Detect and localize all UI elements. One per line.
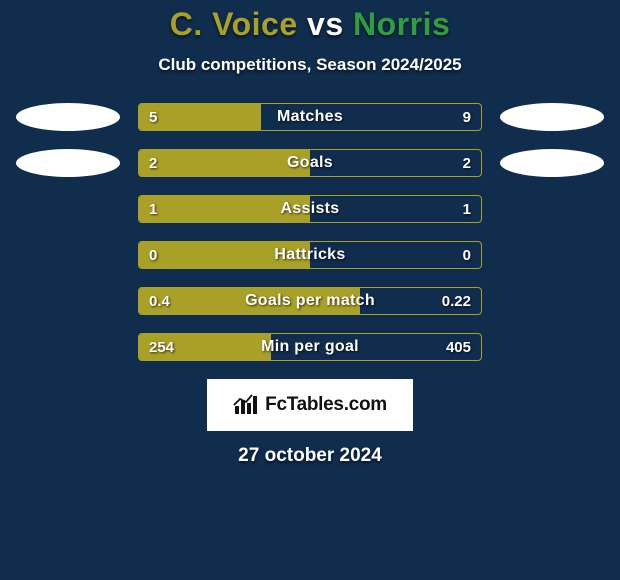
page-title: C. Voice vs Norris xyxy=(0,6,620,43)
vs-label: vs xyxy=(307,6,344,42)
stat-row-with-badges-2: 2 Goals 2 xyxy=(0,149,620,177)
team-badge-right-1 xyxy=(500,103,604,131)
team-badge-left-2 xyxy=(16,149,120,177)
stat-bar: 0 Hattricks 0 xyxy=(138,241,482,269)
stat-label: Assists xyxy=(139,196,481,222)
logo[interactable]: FcTables.com xyxy=(207,379,413,431)
player1-name: C. Voice xyxy=(170,6,298,42)
date-label: 27 october 2024 xyxy=(0,445,620,467)
stat-value-right: 9 xyxy=(463,104,471,130)
stat-value-right: 0 xyxy=(463,242,471,268)
bar-chart-icon xyxy=(233,394,259,416)
stat-value-right: 0.22 xyxy=(442,288,471,314)
stat-label: Matches xyxy=(139,104,481,130)
stat-bar: 0.4 Goals per match 0.22 xyxy=(138,287,482,315)
comparison-card: C. Voice vs Norris Club competitions, Se… xyxy=(0,0,620,580)
stat-label: Hattricks xyxy=(139,242,481,268)
stat-label: Min per goal xyxy=(139,334,481,360)
stat-value-right: 2 xyxy=(463,150,471,176)
team-badge-right-2 xyxy=(500,149,604,177)
stat-list: 1 Assists 1 0 Hattricks 0 0.4 Goals per … xyxy=(138,195,482,361)
stat-label: Goals per match xyxy=(139,288,481,314)
stat-value-right: 1 xyxy=(463,196,471,222)
stat-bar: 2 Goals 2 xyxy=(138,149,482,177)
stat-bar: 1 Assists 1 xyxy=(138,195,482,223)
stat-bar: 254 Min per goal 405 xyxy=(138,333,482,361)
stat-bar: 5 Matches 9 xyxy=(138,103,482,131)
subtitle: Club competitions, Season 2024/2025 xyxy=(0,55,620,75)
team-badge-left-1 xyxy=(16,103,120,131)
player2-name: Norris xyxy=(353,6,450,42)
stat-row-with-badges-1: 5 Matches 9 xyxy=(0,103,620,131)
stat-label: Goals xyxy=(139,150,481,176)
logo-text: FcTables.com xyxy=(265,394,387,416)
stat-value-right: 405 xyxy=(446,334,471,360)
